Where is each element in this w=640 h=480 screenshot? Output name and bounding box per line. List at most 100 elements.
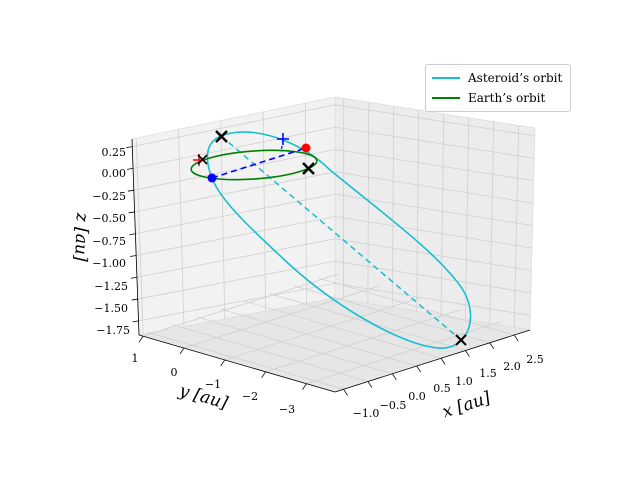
z-tick bbox=[126, 168, 134, 170]
z-tick-labels: 0.25 0.00 −0.25 −0.50 −0.75 −1.00 −1.25 … bbox=[92, 146, 130, 337]
tick-marks bbox=[126, 146, 519, 396]
y-tick bbox=[302, 383, 307, 390]
z-tick-label: −1.00 bbox=[92, 257, 126, 270]
grid-line bbox=[334, 193, 533, 227]
x-tick bbox=[440, 358, 446, 365]
node-cross bbox=[302, 162, 315, 175]
z-tick-label: −0.75 bbox=[92, 235, 126, 248]
z-tick bbox=[132, 320, 139, 323]
y-axis-line bbox=[138, 334, 336, 393]
grid-line bbox=[269, 293, 466, 351]
apsis-cross-near bbox=[215, 130, 228, 143]
blue-point bbox=[207, 173, 217, 183]
grid-line bbox=[334, 260, 531, 294]
grid-line bbox=[178, 129, 185, 327]
grid-line bbox=[136, 238, 336, 278]
grid-line bbox=[147, 331, 344, 390]
legend-swatch-asteroid bbox=[432, 77, 460, 79]
y-tick bbox=[138, 335, 144, 343]
grid-line bbox=[244, 300, 442, 359]
grid-line bbox=[138, 283, 336, 322]
x-tick-label: −0.5 bbox=[380, 399, 407, 412]
x-tick bbox=[391, 373, 397, 381]
x-tick-label: −1.0 bbox=[353, 407, 380, 420]
x-tick-label: 1.5 bbox=[479, 367, 497, 380]
grid-line bbox=[132, 126, 336, 169]
grid-line bbox=[334, 216, 533, 249]
grid-line bbox=[318, 277, 515, 336]
x-tick bbox=[343, 389, 348, 396]
y-tick-labels: 1 0 −1 −2 −3 bbox=[132, 352, 296, 416]
x-tick-label: 0.5 bbox=[433, 382, 451, 395]
earth-cross bbox=[197, 154, 208, 165]
legend-swatch-earth bbox=[432, 97, 460, 99]
grid-line bbox=[220, 308, 417, 367]
z-axis-line bbox=[131, 138, 140, 336]
y-tick bbox=[220, 359, 226, 367]
x-tick-label: 0.0 bbox=[408, 390, 426, 403]
grid-line bbox=[334, 126, 535, 159]
z-tick-label: −1.25 bbox=[94, 280, 128, 293]
grid-line bbox=[137, 260, 336, 300]
z-tick bbox=[126, 146, 133, 149]
asteroid-orbit-path bbox=[206, 131, 472, 349]
y-tick bbox=[261, 371, 266, 379]
gridlines bbox=[132, 98, 535, 390]
legend-item-asteroid: Asteroid’s orbit bbox=[432, 69, 562, 87]
z-tick-label: 0.25 bbox=[102, 146, 127, 159]
grid-line bbox=[334, 283, 531, 316]
y-tick-label: 1 bbox=[132, 352, 139, 365]
grid-line bbox=[135, 193, 336, 235]
grid-line bbox=[304, 103, 307, 304]
grid-line bbox=[132, 104, 336, 148]
x-axis-line bbox=[334, 329, 531, 393]
z-axis-label: z [au] bbox=[70, 211, 92, 262]
asteroid-orbit-series bbox=[206, 131, 472, 349]
x-tick-label: 1.0 bbox=[455, 375, 473, 388]
grid-line bbox=[391, 106, 395, 308]
x-tick-label: 2.0 bbox=[503, 360, 521, 373]
x-tick bbox=[465, 350, 470, 357]
grid-line bbox=[171, 324, 369, 382]
grid-line bbox=[134, 171, 336, 213]
z-tick-label: −0.50 bbox=[92, 212, 126, 225]
x-tick bbox=[416, 365, 421, 373]
y-axis-label: y [au] bbox=[176, 381, 230, 414]
z-tick bbox=[130, 255, 137, 257]
grid-line bbox=[262, 111, 266, 312]
legend: Asteroid’s orbit Earth’s orbit bbox=[425, 64, 571, 112]
z-tick-label: −1.75 bbox=[96, 324, 130, 337]
y-tick-label: −1 bbox=[205, 378, 221, 391]
x-tick bbox=[513, 334, 519, 342]
z-tick bbox=[129, 233, 136, 236]
grid-line bbox=[334, 171, 534, 204]
z-tick-label: 0.00 bbox=[102, 167, 127, 180]
apsis-cross-far bbox=[455, 334, 467, 346]
x-tick-label: 2.5 bbox=[526, 353, 544, 366]
grid-line bbox=[489, 121, 495, 324]
x-tick bbox=[489, 342, 495, 350]
grid-line bbox=[513, 125, 520, 328]
grid-line bbox=[136, 216, 336, 256]
z-tick bbox=[130, 276, 138, 279]
grid-line bbox=[334, 104, 535, 137]
apsis-line bbox=[220, 135, 462, 341]
x-tick bbox=[367, 381, 373, 388]
grid-line bbox=[367, 102, 370, 304]
legend-item-earth: Earth’s orbit bbox=[432, 89, 545, 107]
grid-line bbox=[416, 109, 420, 312]
z-tick-label: −1.50 bbox=[94, 302, 128, 315]
x-tick-labels: −1.0 −0.5 0.0 0.5 1.0 1.5 2.0 2.5 bbox=[353, 353, 544, 420]
z-tick bbox=[128, 211, 135, 214]
legend-label-asteroid: Asteroid’s orbit bbox=[468, 71, 563, 85]
z-tick bbox=[127, 189, 134, 192]
grid-line bbox=[133, 149, 336, 191]
earth-orbit-path bbox=[190, 149, 318, 181]
grid-line bbox=[465, 117, 470, 320]
grid-line bbox=[220, 120, 226, 319]
legend-label-earth: Earth’s orbit bbox=[468, 91, 546, 105]
y-tick bbox=[179, 347, 185, 355]
grid-line bbox=[334, 149, 534, 182]
y-tick-label: −3 bbox=[279, 403, 295, 416]
